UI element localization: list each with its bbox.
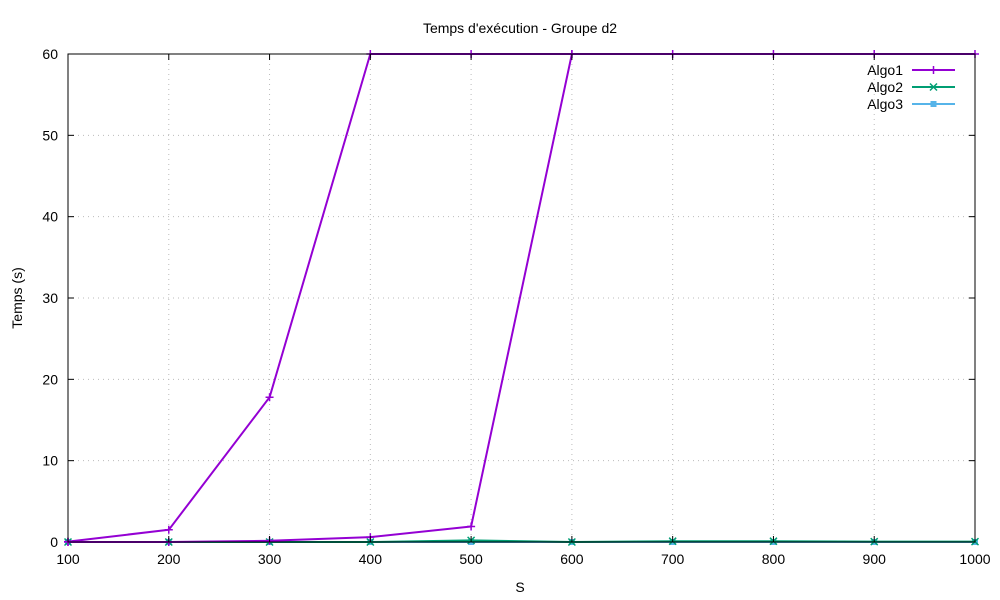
series-algo1 — [64, 50, 576, 546]
legend-label: Algo1 — [867, 62, 903, 78]
legend-item-algo1: Algo1 — [867, 62, 955, 78]
y-tick-label: 40 — [42, 209, 58, 225]
x-tick-label: 1000 — [959, 551, 990, 567]
x-tick-label: 100 — [56, 551, 80, 567]
chart-title: Temps d'exécution - Groupe d2 — [423, 20, 617, 36]
y-axis-label: Temps (s) — [9, 267, 25, 328]
x-tick-label: 200 — [157, 551, 181, 567]
x-tick-label: 600 — [560, 551, 584, 567]
legend-label: Algo3 — [867, 96, 903, 112]
data-point — [265, 393, 274, 402]
y-tick-label: 50 — [42, 127, 58, 143]
legend-marker — [930, 101, 937, 107]
x-tick-label: 500 — [459, 551, 483, 567]
y-tick-label: 60 — [42, 46, 58, 62]
x-tick-label: 300 — [258, 551, 282, 567]
x-axis-label: S — [515, 579, 524, 595]
series-algo1 — [64, 50, 979, 546]
axis-ticks: 100 200 300 400 500 600 700 800 900 1000 0 10 20 30 40… — [42, 46, 990, 567]
plot-series — [63, 50, 980, 547]
x-tick-label: 400 — [359, 551, 383, 567]
grid — [68, 54, 975, 542]
y-tick-label: 20 — [42, 371, 58, 387]
legend-item-algo2: Algo2 — [867, 79, 955, 95]
legend-item-algo3: Algo3 — [867, 96, 955, 112]
data-point — [467, 522, 476, 531]
legend-label: Algo2 — [867, 79, 903, 95]
x-tick-label: 700 — [661, 551, 685, 567]
legend-marker — [929, 82, 938, 92]
data-point — [164, 525, 173, 534]
x-tick-label: 900 — [863, 551, 887, 567]
x-tick-label: 800 — [762, 551, 786, 567]
legend-marker — [929, 66, 938, 74]
y-tick-label: 0 — [50, 534, 58, 550]
y-tick-label: 10 — [42, 453, 58, 469]
y-tick-label: 30 — [42, 290, 58, 306]
